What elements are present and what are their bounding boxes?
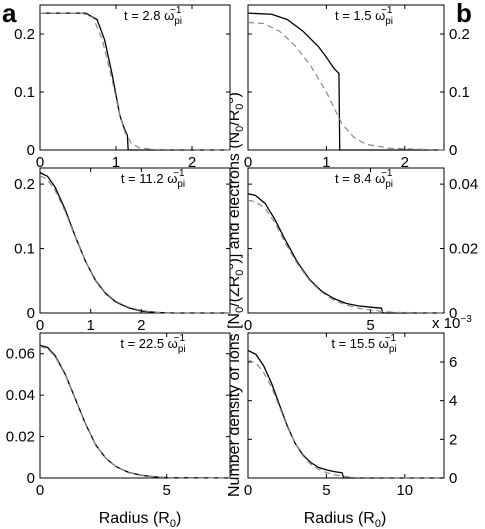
- time-annotation-b1: t = 1.5 ωpi−1: [335, 5, 393, 27]
- x-axis-label-left: Radius (R0): [99, 510, 182, 529]
- ion-density-line-b2: [247, 193, 444, 314]
- panel-a1: 0 1 2 0 0.1 0.2 t = 2.8 ωpi−1: [14, 4, 231, 171]
- plot-frame-a1: [39, 4, 231, 151]
- plot-frame-a2: [39, 167, 231, 314]
- panel-a2: 0 1 2 0 0.1 0.2 t = 11.2 ωpi−1: [14, 167, 231, 334]
- x-tick-label: 0: [244, 317, 252, 334]
- ion-density-line-b1: [247, 12, 444, 151]
- y-tick-label: 0.1: [14, 241, 35, 258]
- y-tick-label: 0: [449, 305, 457, 322]
- time-annotation-a2: t = 11.2 ωpi−1: [121, 168, 185, 190]
- x-tick-label: 0: [36, 154, 44, 171]
- y-tick-label: 0.2: [449, 26, 470, 43]
- panel-a3: 0 5 0 0.02 0.04 0.06 t = 22.5 ωpi−1: [6, 332, 231, 499]
- y-tick-label: 0.04: [449, 176, 478, 193]
- plot-frame-a3: [39, 332, 231, 479]
- time-annotation-a1: t = 2.8 ωpi−1: [124, 5, 182, 27]
- y-tick-label: 0: [449, 142, 457, 159]
- y-tick-label: 0: [27, 470, 35, 487]
- x-tick-label: 0: [36, 482, 44, 499]
- electron-density-line-b1: [247, 21, 445, 151]
- y-tick-label: 0.06: [6, 346, 35, 363]
- x-tick-label: 0: [244, 482, 252, 499]
- y-tick-label: 0.02: [6, 429, 35, 446]
- x-tick-label: 5: [322, 482, 330, 499]
- electron-density-line-a3: [39, 345, 231, 479]
- y-tick-label: 0: [449, 470, 457, 487]
- y-tick-label: 0.2: [14, 176, 35, 193]
- x-tick-label: 1: [322, 154, 330, 171]
- panel-b3: 0 5 10 0 2 4 6 t = 15.5 ωpi−1: [244, 332, 457, 499]
- y-tick-label: 0.1: [449, 84, 470, 101]
- x-tick-label: 2: [137, 317, 145, 334]
- x-tick-label: 0: [244, 154, 252, 171]
- x-tick-label: 1: [86, 317, 94, 334]
- y-tick-label: 0.2: [14, 26, 35, 43]
- y-tick-label: 0: [27, 142, 35, 159]
- x-tick-label: 1: [112, 154, 120, 171]
- y-tick-label: 0.1: [14, 84, 35, 101]
- x-tick-label: 5: [162, 482, 170, 499]
- plot-frame-b3: [247, 332, 445, 479]
- panel-b1: 0 1 2 0 0.1 0.2 t = 1.5 ωpi−1: [244, 4, 470, 171]
- y-tick-label: 0.04: [6, 387, 35, 404]
- x-axis-label-right: Radius (R0): [304, 510, 387, 529]
- time-annotation-a3: t = 22.5 ωpi−1: [120, 333, 185, 355]
- y-tick-label: 0: [27, 305, 35, 322]
- x-tick-label: 2: [401, 154, 409, 171]
- x-tick-label: 10: [396, 482, 413, 499]
- y-tick-label: 6: [449, 354, 457, 371]
- time-annotation-b2: t = 8.4 ωpi−1: [335, 168, 393, 190]
- time-annotation-b3: t = 15.5 ωpi−1: [331, 333, 396, 355]
- electron-density-line-a1: [40, 12, 231, 151]
- electron-density-line-b3: [247, 359, 445, 479]
- electron-density-line-a2: [39, 175, 230, 314]
- x-tick-label: 0: [36, 317, 44, 334]
- plot-frame-b2: [247, 167, 445, 314]
- y-tick-label: 0.02: [449, 241, 478, 258]
- electron-density-line-b2: [247, 199, 445, 314]
- ion-density-line-a2: [39, 171, 230, 314]
- panel-letter-b: b: [456, 0, 472, 28]
- y-tick-label: 2: [449, 431, 457, 448]
- panel-b2: 0 5 0 0.02 0.04 t = 8.4 ωpi−1: [244, 167, 478, 334]
- y-tick-label: 4: [449, 393, 457, 410]
- plot-frame-b1: [247, 4, 445, 151]
- panel-letter-a: a: [2, 0, 17, 28]
- x-tick-label: 2: [188, 154, 196, 171]
- exponent-label: x 10−3: [432, 314, 472, 332]
- x-tick-label: 5: [366, 317, 374, 334]
